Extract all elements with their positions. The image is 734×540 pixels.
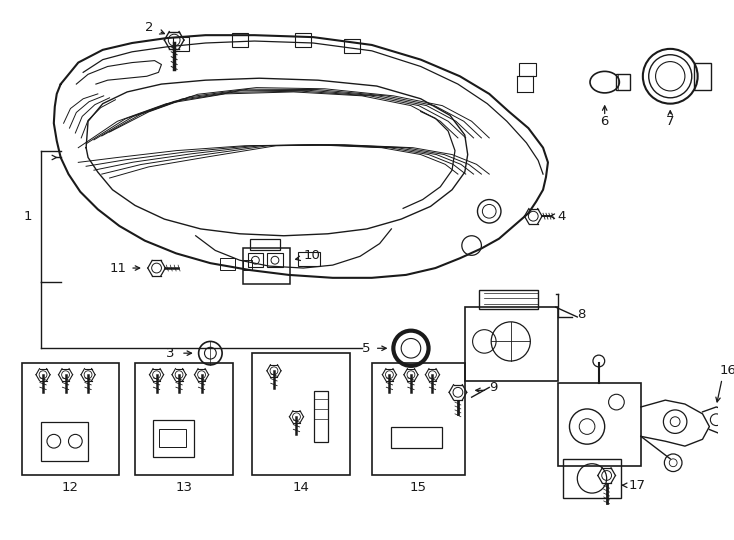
Bar: [694, 63, 711, 90]
Text: 2: 2: [145, 21, 153, 34]
Text: 15: 15: [410, 481, 426, 494]
Text: 1: 1: [23, 210, 32, 222]
Bar: [296, 33, 311, 47]
Text: 11: 11: [109, 261, 126, 274]
Text: 3: 3: [167, 347, 175, 360]
Bar: [314, 392, 328, 442]
Text: 16: 16: [719, 364, 734, 377]
Bar: [153, 420, 194, 457]
Bar: [267, 253, 283, 267]
Bar: [519, 63, 537, 76]
Text: 4: 4: [558, 210, 566, 222]
Bar: [135, 363, 233, 476]
Bar: [252, 353, 350, 476]
Bar: [159, 429, 186, 447]
Bar: [563, 459, 621, 498]
Bar: [465, 307, 558, 381]
Bar: [173, 37, 189, 51]
Text: 6: 6: [600, 115, 609, 128]
Bar: [247, 253, 264, 267]
Bar: [617, 75, 630, 90]
Text: 14: 14: [293, 481, 310, 494]
Text: 10: 10: [303, 249, 320, 262]
Text: 5: 5: [362, 342, 371, 355]
Bar: [220, 258, 235, 270]
Text: 13: 13: [175, 481, 192, 494]
Bar: [41, 422, 88, 461]
Bar: [232, 33, 247, 47]
Bar: [391, 427, 443, 448]
Bar: [344, 39, 360, 53]
Text: 9: 9: [490, 381, 498, 394]
Bar: [558, 382, 641, 465]
Bar: [372, 363, 465, 476]
Bar: [250, 239, 280, 251]
Text: 17: 17: [628, 479, 645, 492]
Bar: [21, 363, 120, 476]
Bar: [299, 252, 320, 266]
Bar: [243, 260, 252, 270]
Text: 12: 12: [62, 481, 79, 494]
Text: 7: 7: [666, 115, 675, 128]
Bar: [243, 248, 290, 284]
Bar: [479, 289, 538, 309]
Text: 8: 8: [578, 308, 586, 321]
